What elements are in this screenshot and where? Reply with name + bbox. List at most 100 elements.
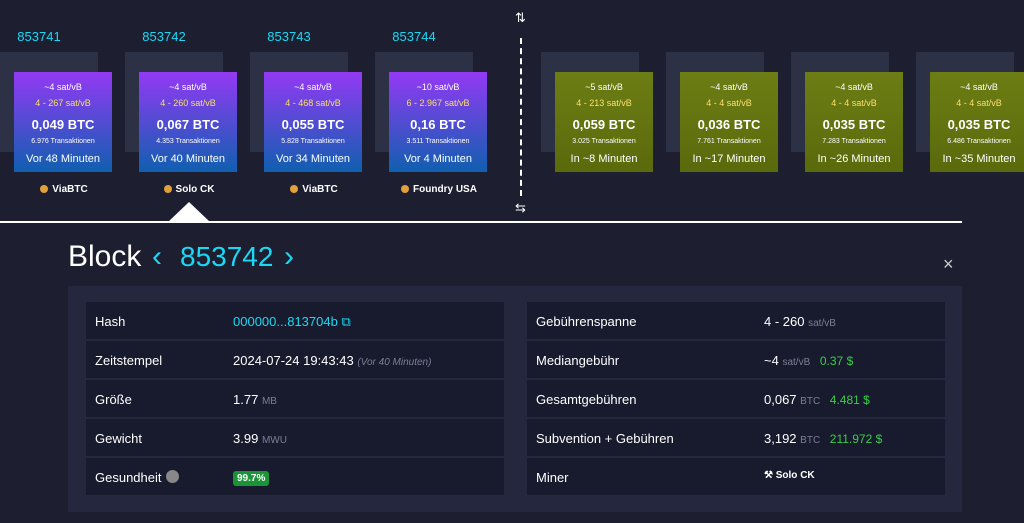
row-value: ⚒ Solo CK	[764, 470, 815, 481]
block-size: 0,059 BTC	[572, 117, 636, 132]
row-value: 1.77 MB	[233, 392, 277, 407]
row-label: Subvention + Gebühren	[536, 431, 674, 446]
fee-range: 4 - 4 sat/vB	[831, 98, 877, 108]
value: 1.77	[233, 392, 259, 407]
fee-median: ~4 sat/vB	[710, 82, 748, 92]
block-time: Vor 48 Minuten	[26, 153, 100, 165]
fee-range: 4 - 468 sat/vB	[285, 98, 341, 108]
row-label: Miner	[536, 470, 569, 485]
tx-count: 6.486 Transaktionen	[947, 138, 1011, 145]
health-badge: 99.7%	[233, 471, 270, 486]
swap-icon[interactable]: ⇅	[515, 10, 526, 25]
block[interactable]: ~4 sat/vB 4 - 267 sat/vB 0,049 BTC 6.976 Tr…	[14, 72, 112, 172]
value: 000000...813704b	[233, 314, 338, 329]
detail-row: Zeitstempel 2024-07-24 19:43:43 (Vor 40 M…	[86, 341, 504, 378]
fee-range: 6 - 2.967 sat/vB	[406, 98, 470, 108]
miner[interactable]: Foundry USA	[369, 184, 509, 195]
unit: MWU	[261, 435, 287, 446]
row-label: Gesundheit	[95, 470, 162, 485]
miner-name: Solo CK	[775, 470, 815, 481]
miner-name: ViaBTC	[52, 184, 88, 195]
separator	[0, 221, 962, 223]
detail-row: Gebührenspanne 4 - 260 sat/vB	[527, 302, 945, 339]
prev-arrow[interactable]: ‹	[152, 240, 162, 273]
block-height[interactable]: 853743	[267, 29, 311, 44]
value: 0,067	[764, 392, 797, 407]
fee-range: 4 - 267 sat/vB	[35, 98, 91, 108]
detail-row: Subvention + Gebühren 3,192 BTC 211.972 $	[527, 419, 945, 456]
next-arrow[interactable]: ›	[284, 240, 294, 273]
block[interactable]: ~5 sat/vB 4 - 213 sat/vB 0,059 BTC 3.025 Tr…	[555, 72, 653, 172]
row-value: 99.7%	[233, 469, 270, 486]
block-time: In ~17 Minuten	[692, 153, 766, 165]
tx-count: 3.025 Transaktionen	[572, 138, 636, 145]
block-time: In ~26 Minuten	[817, 153, 891, 165]
block-time: In ~35 Minuten	[942, 153, 1016, 165]
fee-median: ~4 sat/vB	[960, 82, 998, 92]
detail-row: Gewicht 3.99 MWU	[86, 419, 504, 456]
block[interactable]: ~10 sat/vB 6 - 2.967 sat/vB 0,16 BTC 3.511 …	[389, 72, 487, 172]
row-label: Gesamtgebühren	[536, 392, 637, 407]
block-time: Vor 4 Minuten	[404, 153, 472, 165]
fee-range: 4 - 4 sat/vB	[706, 98, 752, 108]
tx-count: 3.511 Transaktionen	[406, 138, 470, 145]
swap-icon[interactable]: ⇆	[515, 200, 526, 215]
detail-height: 853742	[180, 241, 274, 272]
fee-median: ~4 sat/vB	[294, 82, 332, 92]
tx-count: 7.761 Transaktionen	[697, 138, 761, 145]
unit: sat/vB	[808, 318, 836, 329]
divider	[520, 38, 522, 196]
block-time: Vor 40 Minuten	[151, 153, 225, 165]
miner[interactable]: ViaBTC	[244, 184, 384, 195]
fee-range: 4 - 260 sat/vB	[160, 98, 216, 108]
fiat: 211.972 $	[829, 432, 883, 446]
row-label: Gewicht	[95, 431, 142, 446]
miner[interactable]: Solo CK	[119, 184, 259, 195]
tx-count: 4.353 Transaktionen	[156, 138, 220, 145]
note: (Vor 40 Minuten)	[357, 357, 432, 368]
block-height[interactable]: 853741	[17, 29, 61, 44]
fee-median: ~5 sat/vB	[585, 82, 623, 92]
detail-title: Block	[68, 240, 142, 273]
detail-row: Größe 1.77 MB	[86, 380, 504, 417]
close-button[interactable]: ×	[943, 254, 954, 274]
block[interactable]: ~4 sat/vB 4 - 468 sat/vB 0,055 BTC 5.828 Tr…	[264, 72, 362, 172]
block-size: 0,035 BTC	[947, 117, 1011, 132]
row-value: 3,192 BTC 211.972 $	[764, 431, 882, 446]
unit: sat/vB	[782, 357, 811, 368]
detail-panel: Hash 000000...813704b ⧉ Zeitstempel 2024-07…	[68, 286, 962, 512]
block-size: 0,036 BTC	[697, 117, 761, 132]
block[interactable]: ~4 sat/vB 4 - 4 sat/vB 0,035 BTC 6.486 Tran…	[930, 72, 1024, 172]
value: ~4	[764, 353, 779, 368]
detail-row: Miner ⚒ Solo CK	[527, 458, 945, 495]
row-value: 2024-07-24 19:43:43 (Vor 40 Minuten)	[233, 353, 431, 368]
row-value: 4 - 260 sat/vB	[764, 314, 836, 329]
block[interactable]: ~4 sat/vB 4 - 4 sat/vB 0,036 BTC 7.761 Tran…	[680, 72, 778, 172]
miner-icon	[163, 185, 172, 193]
block[interactable]: ~4 sat/vB 4 - 260 sat/vB 0,067 BTC 4.353 Tr…	[139, 72, 237, 172]
fee-median: ~4 sat/vB	[835, 82, 873, 92]
miner-icon	[40, 185, 49, 193]
block-size: 0,16 BTC	[410, 117, 466, 132]
info-icon	[166, 470, 179, 483]
fee-median: ~10 sat/vB	[416, 82, 460, 92]
row-label: Mediangebühr	[536, 353, 620, 368]
unit: BTC	[800, 435, 821, 446]
block[interactable]: ~4 sat/vB 4 - 4 sat/vB 0,035 BTC 7.283 Tran…	[805, 72, 903, 172]
value: 3.99	[233, 431, 259, 446]
row-label: Zeitstempel	[95, 353, 163, 368]
row-label: Hash	[95, 314, 126, 329]
block-size: 0,035 BTC	[822, 117, 886, 132]
miner[interactable]: ViaBTC	[0, 184, 134, 195]
row-value: ~4 sat/vB 0.37 $	[764, 353, 853, 368]
detail-row: Hash 000000...813704b ⧉	[86, 302, 504, 339]
tx-count: 7.283 Transaktionen	[822, 138, 886, 145]
miner-icon	[290, 185, 299, 193]
block-height[interactable]: 853744	[392, 29, 436, 44]
miner-icon	[401, 185, 410, 193]
block-height[interactable]: 853742	[142, 29, 186, 44]
fee-median: ~4 sat/vB	[44, 82, 82, 92]
miner-name: Foundry USA	[413, 184, 477, 195]
fiat: 0.37 $	[819, 354, 854, 368]
